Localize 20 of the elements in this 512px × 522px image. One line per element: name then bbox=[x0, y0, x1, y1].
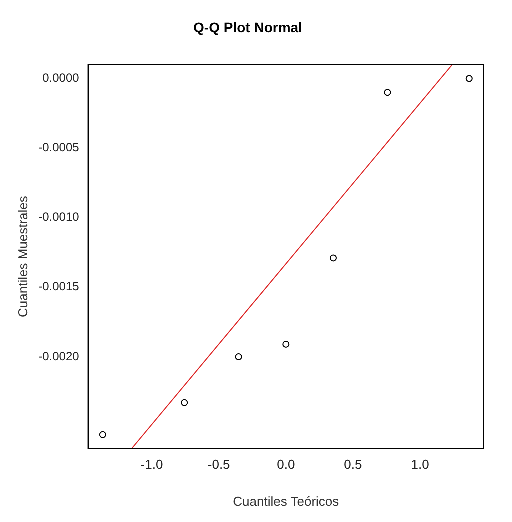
point bbox=[235, 353, 242, 360]
point bbox=[330, 254, 337, 262]
y-axis-title: Cuantiles Muestrales bbox=[15, 196, 30, 318]
x-tick-label: -0.5 bbox=[208, 457, 230, 472]
y-tick-label: -0.0020 bbox=[38, 349, 80, 364]
point bbox=[99, 431, 106, 438]
point bbox=[384, 89, 392, 96]
x-tick-label: -1.0 bbox=[140, 457, 164, 472]
point bbox=[181, 399, 188, 406]
y-tick-label: -0.0010 bbox=[38, 210, 80, 224]
point bbox=[282, 340, 290, 348]
x-tick-label: 0.0 bbox=[277, 457, 296, 472]
y-tick-label: -0.0005 bbox=[38, 140, 80, 155]
x-axis-title: Cuantiles Teóricos bbox=[233, 494, 340, 509]
chart-title: Q-Q Plot Normal bbox=[194, 19, 302, 36]
y-tick-label: -0.0015 bbox=[38, 280, 80, 294]
point bbox=[466, 75, 473, 82]
x-tick-label: 0.5 bbox=[344, 457, 362, 472]
y-tick-label: 0.0000 bbox=[42, 71, 80, 86]
x-tick-label: 1.0 bbox=[411, 457, 430, 472]
